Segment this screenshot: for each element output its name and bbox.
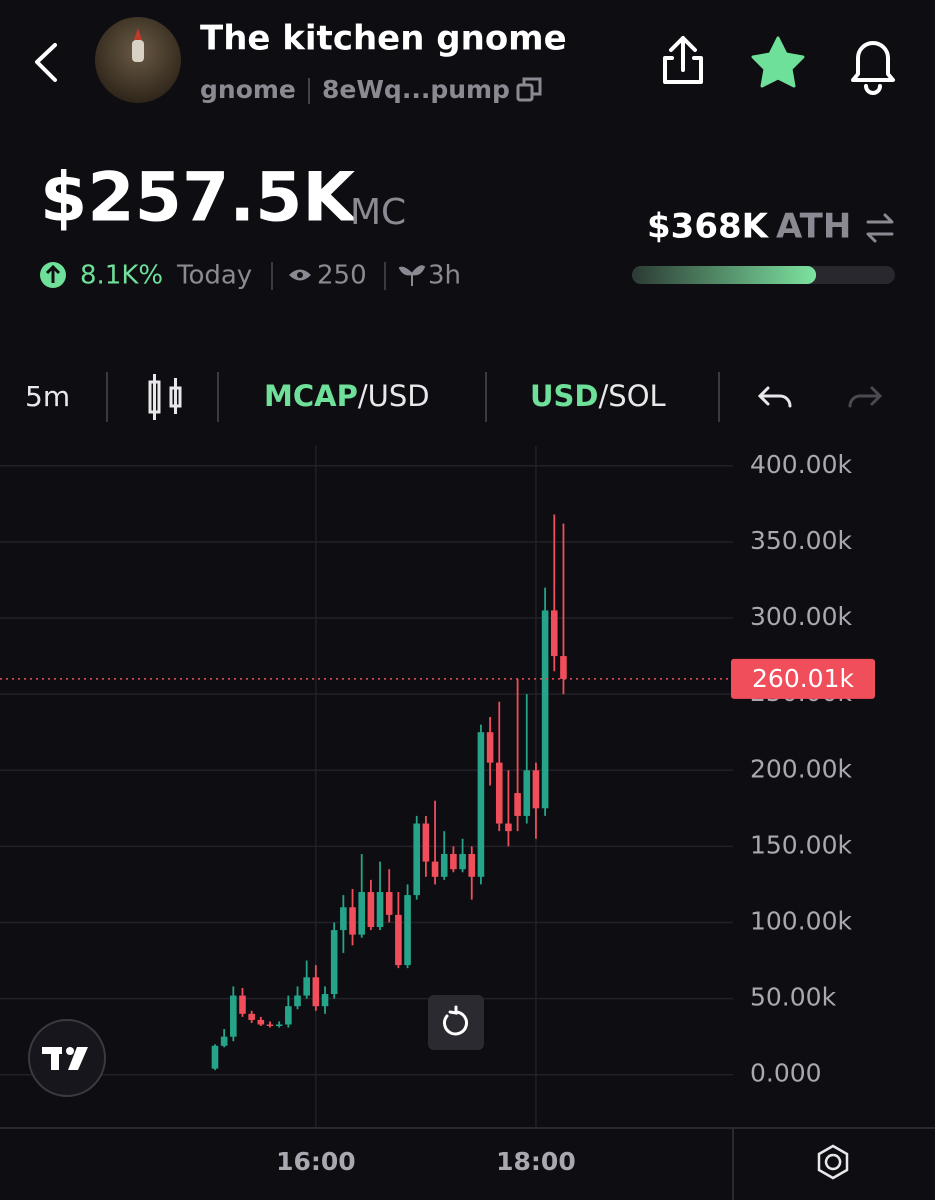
y-tick-label: 200.00k	[750, 754, 852, 783]
candle-body	[266, 1024, 274, 1027]
token-age: 3h	[428, 261, 461, 291]
candle-body	[413, 823, 421, 896]
candle-body	[248, 1013, 255, 1020]
quote-alt: /SOL	[599, 379, 666, 413]
candle-body	[505, 823, 512, 832]
swap-icon[interactable]	[866, 213, 894, 243]
share-button[interactable]	[663, 36, 703, 84]
reset-icon	[443, 1005, 468, 1036]
candle-body	[431, 861, 439, 877]
candle-body	[330, 930, 338, 995]
token-address[interactable]: 8eWq...pump	[322, 75, 510, 104]
candle-body	[486, 732, 494, 763]
view-count: 250	[317, 261, 367, 291]
candle-body	[211, 1045, 219, 1069]
candle-body	[340, 907, 347, 931]
interval-button[interactable]: 5m	[25, 380, 70, 413]
favorite-button[interactable]	[751, 36, 805, 88]
candle-body	[395, 914, 402, 966]
ath-label: ATH	[776, 207, 851, 247]
candle-body	[532, 770, 540, 809]
mcap-alt: /USD	[358, 379, 430, 413]
candle-body	[257, 1019, 265, 1025]
ath-value: $368K	[647, 207, 770, 247]
y-tick-label: 300.00k	[750, 602, 852, 631]
y-tick-label: 0.000	[750, 1059, 822, 1088]
price-label: 260.01k	[752, 664, 854, 693]
candle-body	[560, 656, 567, 679]
candle-body	[376, 892, 384, 928]
candle-body	[468, 853, 476, 877]
reset-button[interactable]	[428, 995, 484, 1050]
candle-body	[230, 995, 237, 1037]
change-period: Today	[176, 261, 252, 291]
quote-toggle[interactable]: USD/SOL	[530, 379, 666, 413]
mcap-toggle[interactable]: MCAP/USD	[264, 379, 430, 413]
candle-body	[285, 1006, 292, 1025]
candle-body	[385, 892, 393, 915]
settings-button[interactable]	[817, 1144, 849, 1180]
candle-body	[495, 762, 503, 824]
candle-body	[450, 853, 457, 870]
candle-body	[541, 610, 549, 809]
age-icon	[398, 265, 426, 286]
chart: 0.00050.00k100.00k150.00k200.00k250.00k3…	[0, 446, 875, 1176]
market-cap: $257.5K	[40, 159, 357, 238]
x-tick-label: 18:00	[496, 1147, 576, 1176]
quote-active: USD	[530, 379, 599, 413]
price-label-box	[731, 658, 875, 699]
candle-body	[358, 892, 366, 935]
market-cap-unit: MC	[350, 192, 406, 233]
ath-progress-bar	[632, 266, 817, 284]
up-icon-arrow	[45, 264, 61, 283]
candle-body	[477, 732, 485, 877]
eye-icon	[289, 269, 311, 281]
avatar-detail	[134, 28, 142, 40]
y-tick-label: 350.00k	[750, 526, 852, 555]
toolbar-separators	[106, 372, 720, 422]
candle-body	[367, 892, 375, 928]
mcap-active: MCAP	[264, 379, 358, 413]
candle-body	[220, 1036, 228, 1046]
token-ticker: gnome	[200, 75, 296, 104]
back-button[interactable]	[35, 43, 57, 82]
redo-button[interactable]	[848, 386, 883, 408]
y-tick-label: 400.00k	[750, 450, 852, 479]
price-change: 8.1K%	[80, 261, 163, 291]
undo-button[interactable]	[757, 386, 792, 408]
y-tick-label: 100.00k	[750, 906, 852, 935]
tradingview-mark	[42, 1047, 88, 1070]
candle-body	[303, 977, 310, 996]
candle-body	[422, 823, 430, 862]
avatar-detail	[132, 40, 144, 62]
candle-body	[550, 610, 558, 657]
candle-body	[523, 770, 531, 816]
candle-body	[239, 995, 246, 1014]
candle-body	[349, 907, 356, 935]
y-tick-label: 150.00k	[750, 830, 852, 859]
token-title: The kitchen gnome	[200, 19, 567, 59]
candle-body	[459, 853, 466, 870]
y-tick-label: 50.00k	[750, 983, 837, 1012]
candle-body	[294, 995, 301, 1007]
notify-button[interactable]	[851, 41, 895, 95]
candle-body	[514, 793, 521, 816]
candle-body	[275, 1024, 283, 1027]
candle-body	[404, 895, 411, 966]
candle-body	[321, 994, 329, 1007]
copy-icon[interactable]	[516, 77, 542, 102]
x-tick-label: 16:00	[276, 1147, 356, 1176]
candle-body	[312, 977, 320, 1007]
chart-type-button[interactable]	[148, 374, 182, 420]
tradingview-logo[interactable]	[28, 1019, 106, 1097]
candle-body	[440, 853, 448, 877]
